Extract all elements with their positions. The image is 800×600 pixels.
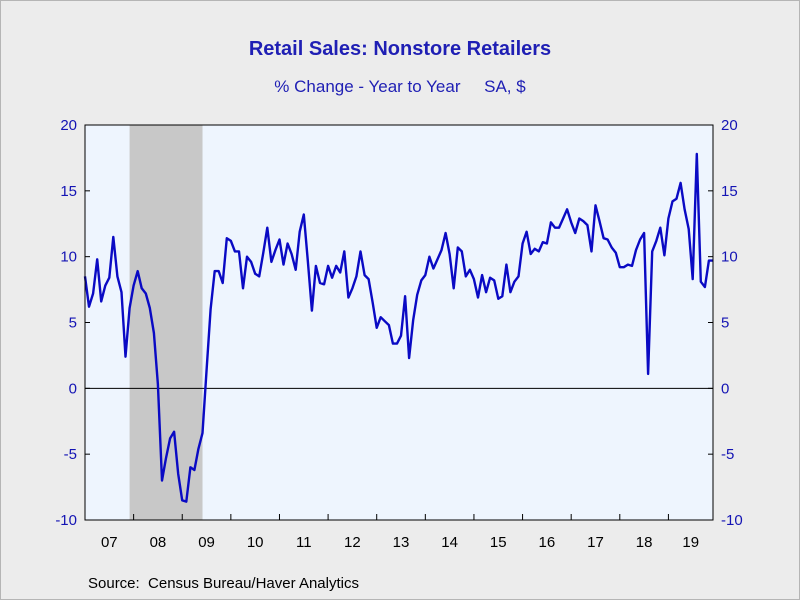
x-tick-label-12: 12 [344,534,361,551]
x-tick-label-08: 08 [150,534,167,551]
y-tick-label-left-5: 15 [60,183,77,200]
series-line-0 [83,152,713,503]
x-tick-label-15: 15 [490,534,507,551]
x-tick-label-16: 16 [539,534,556,551]
chart-subtitle: % Change - Year to Year SA, $ [274,77,526,96]
y-tick-label-left-1: -5 [64,446,77,463]
x-tick-label-14: 14 [441,534,458,551]
x-tick-label-13: 13 [393,534,410,551]
y-tick-label-left-2: 0 [69,380,77,397]
series-group [83,152,713,503]
x-tick-label-11: 11 [296,534,312,551]
x-tick-label-07: 07 [101,534,118,551]
y-tick-label-left-0: -10 [55,512,77,529]
axis-group: -10 -10 -5 -5 0 0 5 5 10 10 15 15 20 20 07 08 09 10 11 12 13… [55,117,742,551]
y-tick-label-right-6: 20 [721,117,738,134]
chart-source: Source: Census Bureau/Haver Analytics [88,575,359,592]
chart-title: Retail Sales: Nonstore Retailers [248,38,552,60]
y-tick-label-right-0: -10 [721,512,743,529]
x-tick-label-09: 09 [198,534,215,551]
y-tick-label-right-4: 10 [721,249,738,266]
x-tick-label-19: 19 [682,534,699,551]
y-tick-label-right-2: 0 [721,380,729,397]
y-tick-label-left-6: 20 [60,117,77,134]
y-tick-label-right-1: -5 [721,446,734,463]
x-tick-label-17: 17 [587,534,604,551]
x-tick-label-10: 10 [247,534,264,551]
y-tick-label-left-3: 5 [69,315,77,332]
y-tick-label-right-5: 15 [721,183,738,200]
y-tick-label-right-3: 5 [721,315,729,332]
y-tick-label-left-4: 10 [60,249,77,266]
x-tick-label-18: 18 [636,534,653,551]
